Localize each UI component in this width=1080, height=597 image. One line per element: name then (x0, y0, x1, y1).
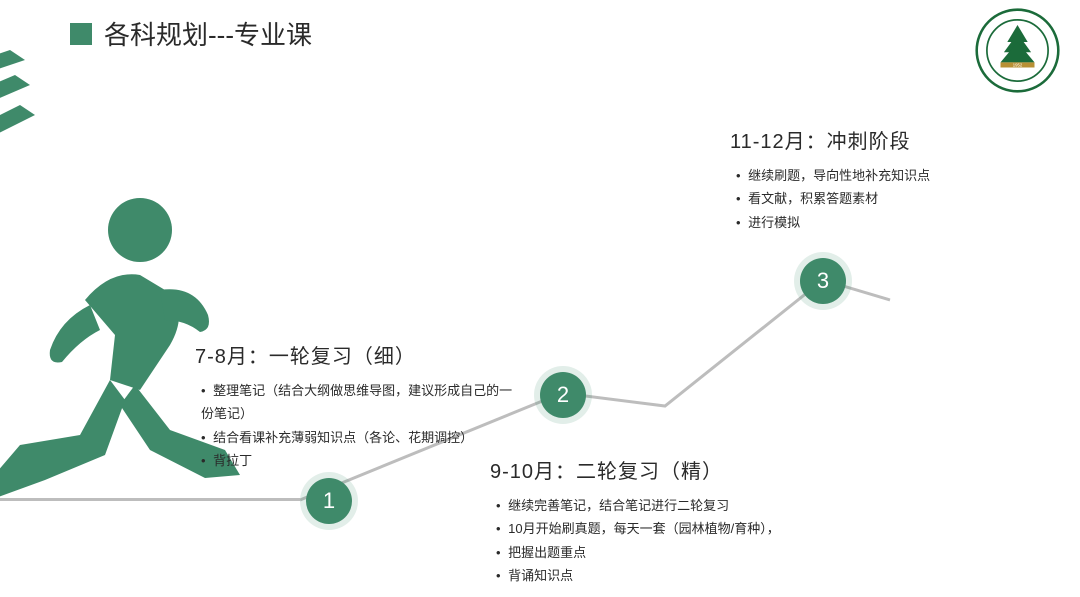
list-item: 把握出题重点 (490, 541, 780, 564)
list-item: 背诵知识点 (490, 564, 780, 587)
list-item: 结合看课补充薄弱知识点（各论、花期调控） (195, 426, 515, 449)
logo-year: 1952 (1013, 63, 1023, 68)
stage-number: 3 (817, 268, 829, 294)
ground-line (0, 498, 300, 501)
list-item: 整理笔记（结合大纲做思维导图，建议形成自己的一份笔记） (195, 379, 515, 426)
stage-3-title: 11-12月：冲刺阶段 (730, 125, 930, 154)
stage-number: 1 (323, 488, 335, 514)
stage-3-list: 继续刷题，导向性地补充知识点 看文献，积累答题素材 进行模拟 (730, 164, 930, 234)
stage-number: 2 (557, 382, 569, 408)
list-item: 进行模拟 (730, 211, 930, 234)
list-item: 10月开始刷真题，每天一套（园林植物/育种）， (490, 517, 780, 540)
header: 各科规划---专业课 (70, 15, 312, 52)
stage-1-list: 整理笔记（结合大纲做思维导图，建议形成自己的一份笔记） 结合看课补充薄弱知识点（… (195, 379, 515, 473)
list-item: 继续刷题，导向性地补充知识点 (730, 164, 930, 187)
stage-1-title: 7-8月：一轮复习（细） (195, 340, 515, 369)
stage-circle-1: 1 (306, 478, 352, 524)
page-title: 各科规划---专业课 (104, 15, 312, 52)
stage-2-block: 9-10月：二轮复习（精） 继续完善笔记，结合笔记进行二轮复习 10月开始刷真题… (490, 455, 780, 588)
stage-2-title: 9-10月：二轮复习（精） (490, 455, 780, 484)
list-item: 继续完善笔记，结合笔记进行二轮复习 (490, 494, 780, 517)
university-logo: 1952 (975, 8, 1060, 93)
stage-2-list: 继续完善笔记，结合笔记进行二轮复习 10月开始刷真题，每天一套（园林植物/育种）… (490, 494, 780, 588)
list-item: 背拉丁 (195, 449, 515, 472)
stage-circle-3: 3 (800, 258, 846, 304)
stage-3-block: 11-12月：冲刺阶段 继续刷题，导向性地补充知识点 看文献，积累答题素材 进行… (730, 125, 930, 234)
decorative-stripes (0, 50, 60, 170)
stage-1-block: 7-8月：一轮复习（细） 整理笔记（结合大纲做思维导图，建议形成自己的一份笔记）… (195, 340, 515, 473)
stage-circle-2: 2 (540, 372, 586, 418)
header-bullet-icon (70, 23, 92, 45)
list-item: 看文献，积累答题素材 (730, 187, 930, 210)
